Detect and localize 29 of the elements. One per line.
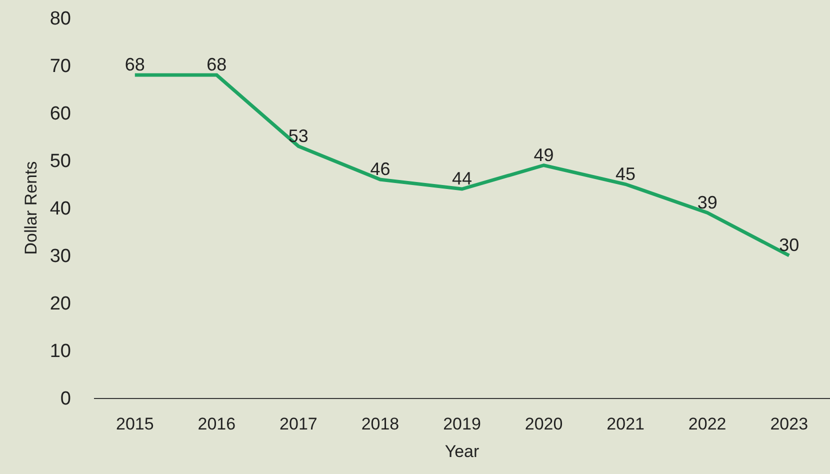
y-tick-label: 70 — [50, 56, 71, 78]
x-axis-title: Year — [444, 442, 480, 461]
data-label: 30 — [779, 235, 800, 255]
y-tick-label: 50 — [50, 151, 71, 172]
data-label: 45 — [616, 164, 636, 184]
x-tick-label: 2016 — [198, 414, 236, 434]
x-tick-label: 2021 — [606, 414, 644, 434]
y-axis-title: Dollar Rents — [21, 161, 40, 255]
y-tick-label: 60 — [50, 104, 71, 125]
x-tick-label: 2019 — [443, 414, 481, 434]
y-tick-label: 30 — [50, 246, 71, 268]
y-tick-label: 0 — [60, 388, 71, 410]
x-tick-label: 2017 — [280, 414, 318, 434]
x-tick-label: 2018 — [361, 414, 400, 434]
x-tick-label: 2023 — [770, 414, 808, 434]
data-label: 44 — [452, 168, 472, 188]
y-tick-label: 40 — [50, 198, 71, 220]
x-tick-label: 2022 — [688, 414, 726, 434]
x-tick-label: 2015 — [116, 414, 154, 434]
data-label: 68 — [124, 54, 145, 74]
x-tick-label: 2020 — [524, 414, 563, 434]
data-label: 68 — [206, 54, 227, 74]
y-tick-label: 10 — [50, 341, 71, 362]
data-label: 46 — [370, 159, 390, 179]
data-label: 53 — [288, 126, 308, 146]
y-tick-label: 20 — [50, 294, 71, 315]
data-label: 39 — [697, 192, 718, 212]
data-label: 49 — [534, 144, 554, 165]
y-tick-label: 80 — [50, 8, 71, 30]
